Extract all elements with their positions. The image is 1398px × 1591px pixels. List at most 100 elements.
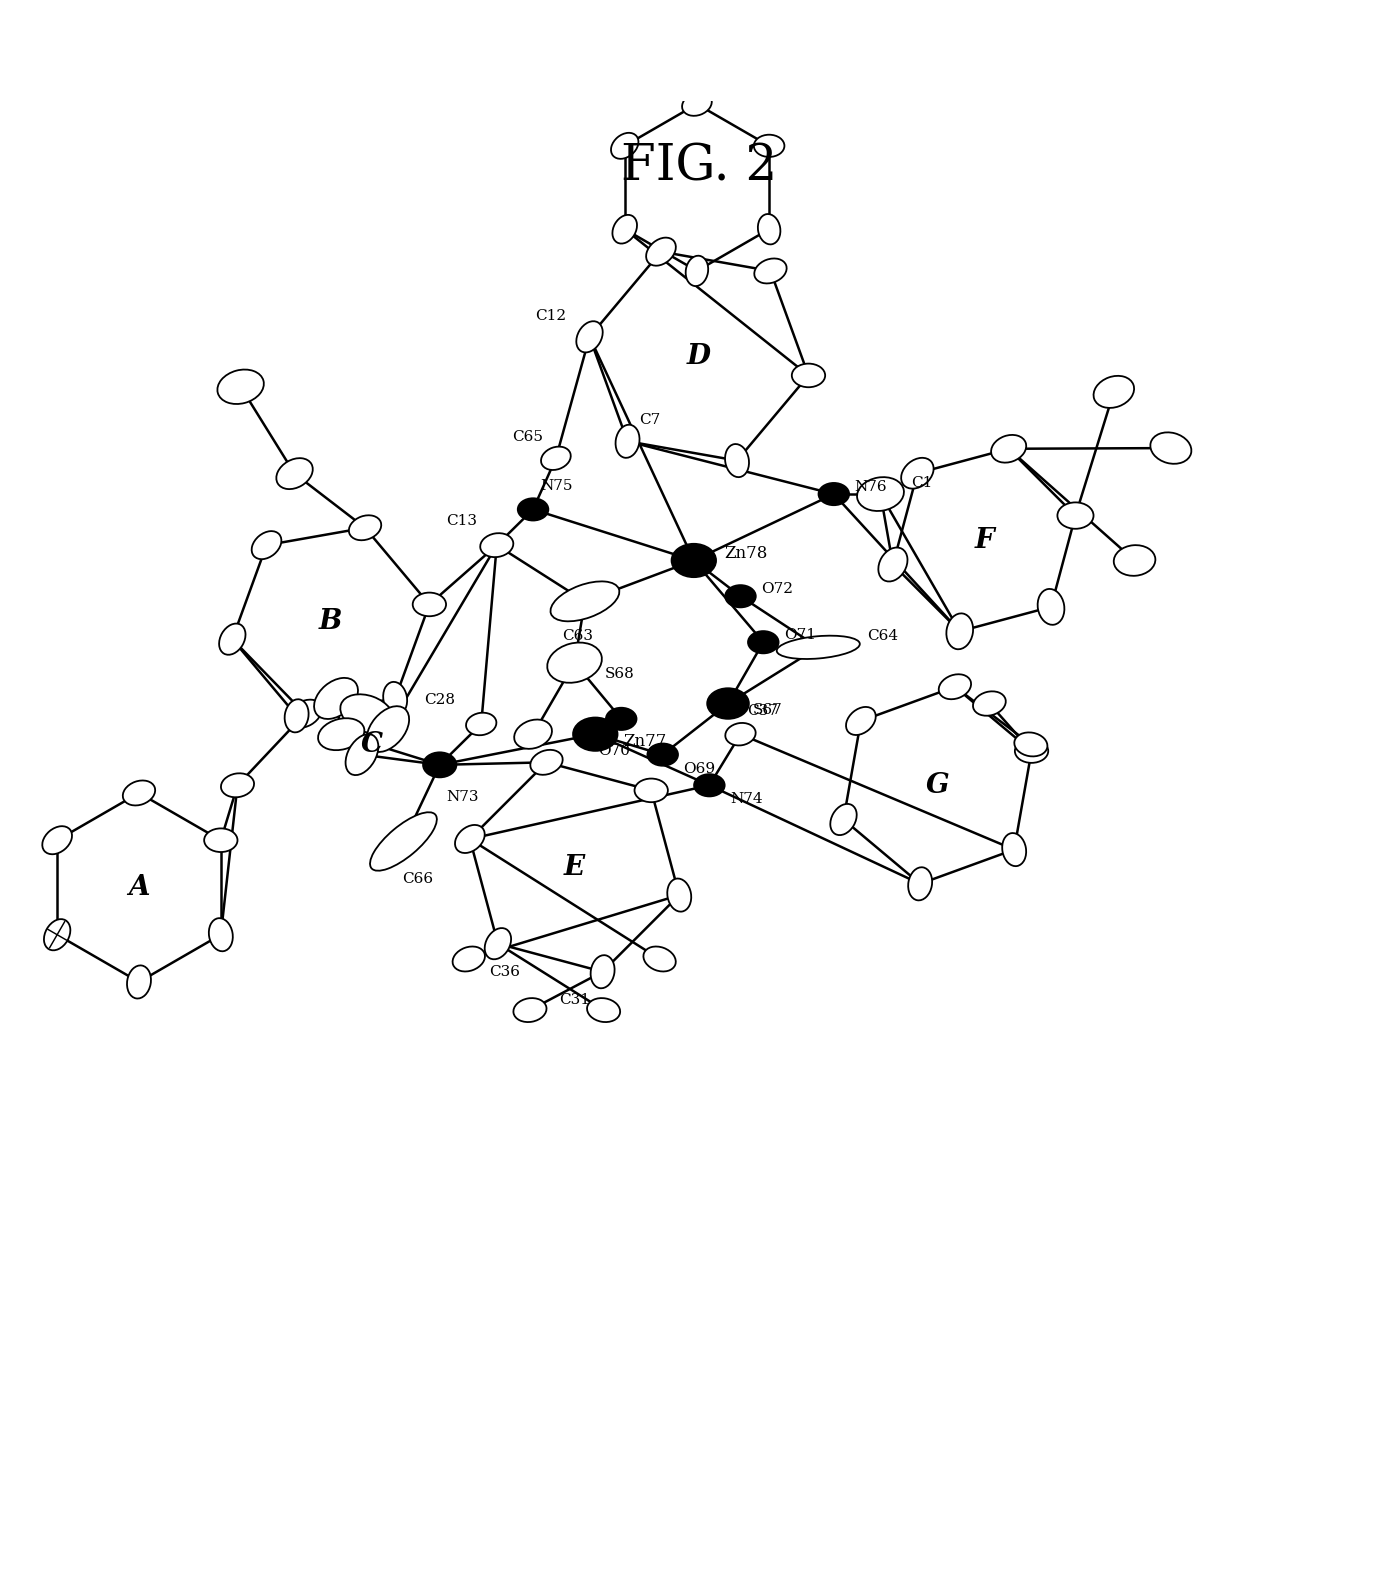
- Ellipse shape: [611, 132, 639, 159]
- Ellipse shape: [682, 92, 712, 116]
- Text: O72: O72: [762, 582, 793, 597]
- Ellipse shape: [777, 636, 860, 659]
- Ellipse shape: [541, 447, 570, 469]
- Ellipse shape: [1002, 834, 1026, 866]
- Ellipse shape: [685, 256, 709, 286]
- Ellipse shape: [277, 458, 313, 488]
- Text: FIG. 2: FIG. 2: [621, 142, 777, 193]
- Ellipse shape: [551, 581, 619, 622]
- Ellipse shape: [204, 829, 238, 853]
- Text: N74: N74: [730, 792, 763, 807]
- Text: O70: O70: [598, 745, 630, 757]
- Ellipse shape: [671, 544, 716, 578]
- Ellipse shape: [424, 753, 456, 778]
- Ellipse shape: [481, 533, 513, 557]
- Ellipse shape: [726, 722, 756, 746]
- Text: C13: C13: [446, 514, 478, 528]
- Text: O71: O71: [784, 628, 816, 643]
- Ellipse shape: [453, 947, 485, 972]
- Ellipse shape: [345, 733, 379, 775]
- Ellipse shape: [726, 585, 756, 608]
- Text: C31: C31: [559, 993, 590, 1007]
- Ellipse shape: [350, 515, 382, 541]
- Text: C66: C66: [401, 872, 433, 886]
- Ellipse shape: [615, 425, 639, 458]
- Ellipse shape: [646, 237, 675, 266]
- Ellipse shape: [830, 803, 857, 835]
- Text: C65: C65: [513, 431, 544, 444]
- Text: N75: N75: [540, 479, 573, 493]
- Text: C37: C37: [748, 703, 779, 718]
- Ellipse shape: [513, 998, 547, 1021]
- Ellipse shape: [127, 966, 151, 999]
- Text: C28: C28: [424, 694, 454, 708]
- Ellipse shape: [991, 434, 1026, 463]
- Ellipse shape: [252, 531, 281, 558]
- Ellipse shape: [123, 781, 155, 805]
- Ellipse shape: [643, 947, 675, 972]
- Ellipse shape: [315, 678, 358, 719]
- Ellipse shape: [454, 826, 485, 853]
- Ellipse shape: [1151, 433, 1191, 465]
- Ellipse shape: [1015, 740, 1048, 762]
- Ellipse shape: [693, 775, 724, 797]
- Ellipse shape: [412, 592, 446, 616]
- Ellipse shape: [288, 700, 322, 727]
- Ellipse shape: [340, 694, 394, 733]
- Ellipse shape: [366, 706, 410, 753]
- Ellipse shape: [221, 773, 254, 797]
- Ellipse shape: [514, 719, 552, 749]
- Ellipse shape: [754, 135, 784, 158]
- Ellipse shape: [755, 258, 787, 283]
- Text: C1: C1: [911, 476, 932, 490]
- Ellipse shape: [819, 484, 849, 506]
- Text: N76: N76: [854, 480, 888, 495]
- Ellipse shape: [573, 718, 618, 751]
- Ellipse shape: [938, 675, 972, 698]
- Text: S67: S67: [754, 703, 783, 718]
- Ellipse shape: [902, 458, 934, 488]
- Ellipse shape: [576, 321, 603, 353]
- Ellipse shape: [605, 708, 636, 730]
- Text: A: A: [129, 873, 150, 901]
- Ellipse shape: [587, 998, 621, 1021]
- Ellipse shape: [208, 918, 233, 951]
- Ellipse shape: [485, 928, 512, 959]
- Ellipse shape: [857, 477, 905, 511]
- Ellipse shape: [517, 498, 548, 520]
- Ellipse shape: [530, 749, 562, 775]
- Ellipse shape: [791, 364, 825, 387]
- Text: C36: C36: [489, 964, 520, 978]
- Ellipse shape: [667, 878, 691, 912]
- Ellipse shape: [1015, 732, 1047, 756]
- Ellipse shape: [590, 955, 615, 988]
- Text: C: C: [361, 730, 383, 757]
- Ellipse shape: [43, 920, 70, 950]
- Ellipse shape: [319, 718, 365, 751]
- Ellipse shape: [285, 700, 309, 732]
- Ellipse shape: [647, 743, 678, 765]
- Ellipse shape: [909, 867, 932, 901]
- Ellipse shape: [726, 444, 749, 477]
- Ellipse shape: [218, 369, 264, 404]
- Ellipse shape: [547, 643, 603, 683]
- Text: E: E: [563, 853, 586, 880]
- Text: B: B: [319, 608, 343, 635]
- Ellipse shape: [1037, 589, 1064, 625]
- Text: C12: C12: [535, 309, 566, 323]
- Ellipse shape: [846, 706, 875, 735]
- Text: Zn77: Zn77: [624, 732, 667, 749]
- Ellipse shape: [1114, 546, 1155, 576]
- Ellipse shape: [466, 713, 496, 735]
- Ellipse shape: [973, 692, 1005, 716]
- Ellipse shape: [383, 683, 407, 714]
- Text: S68: S68: [605, 667, 635, 681]
- Ellipse shape: [758, 215, 780, 245]
- Text: Zn78: Zn78: [724, 546, 768, 562]
- Text: D: D: [686, 342, 712, 369]
- Ellipse shape: [707, 689, 749, 719]
- Ellipse shape: [878, 547, 907, 581]
- Ellipse shape: [1057, 503, 1093, 528]
- Text: C64: C64: [867, 628, 898, 643]
- Ellipse shape: [946, 614, 973, 649]
